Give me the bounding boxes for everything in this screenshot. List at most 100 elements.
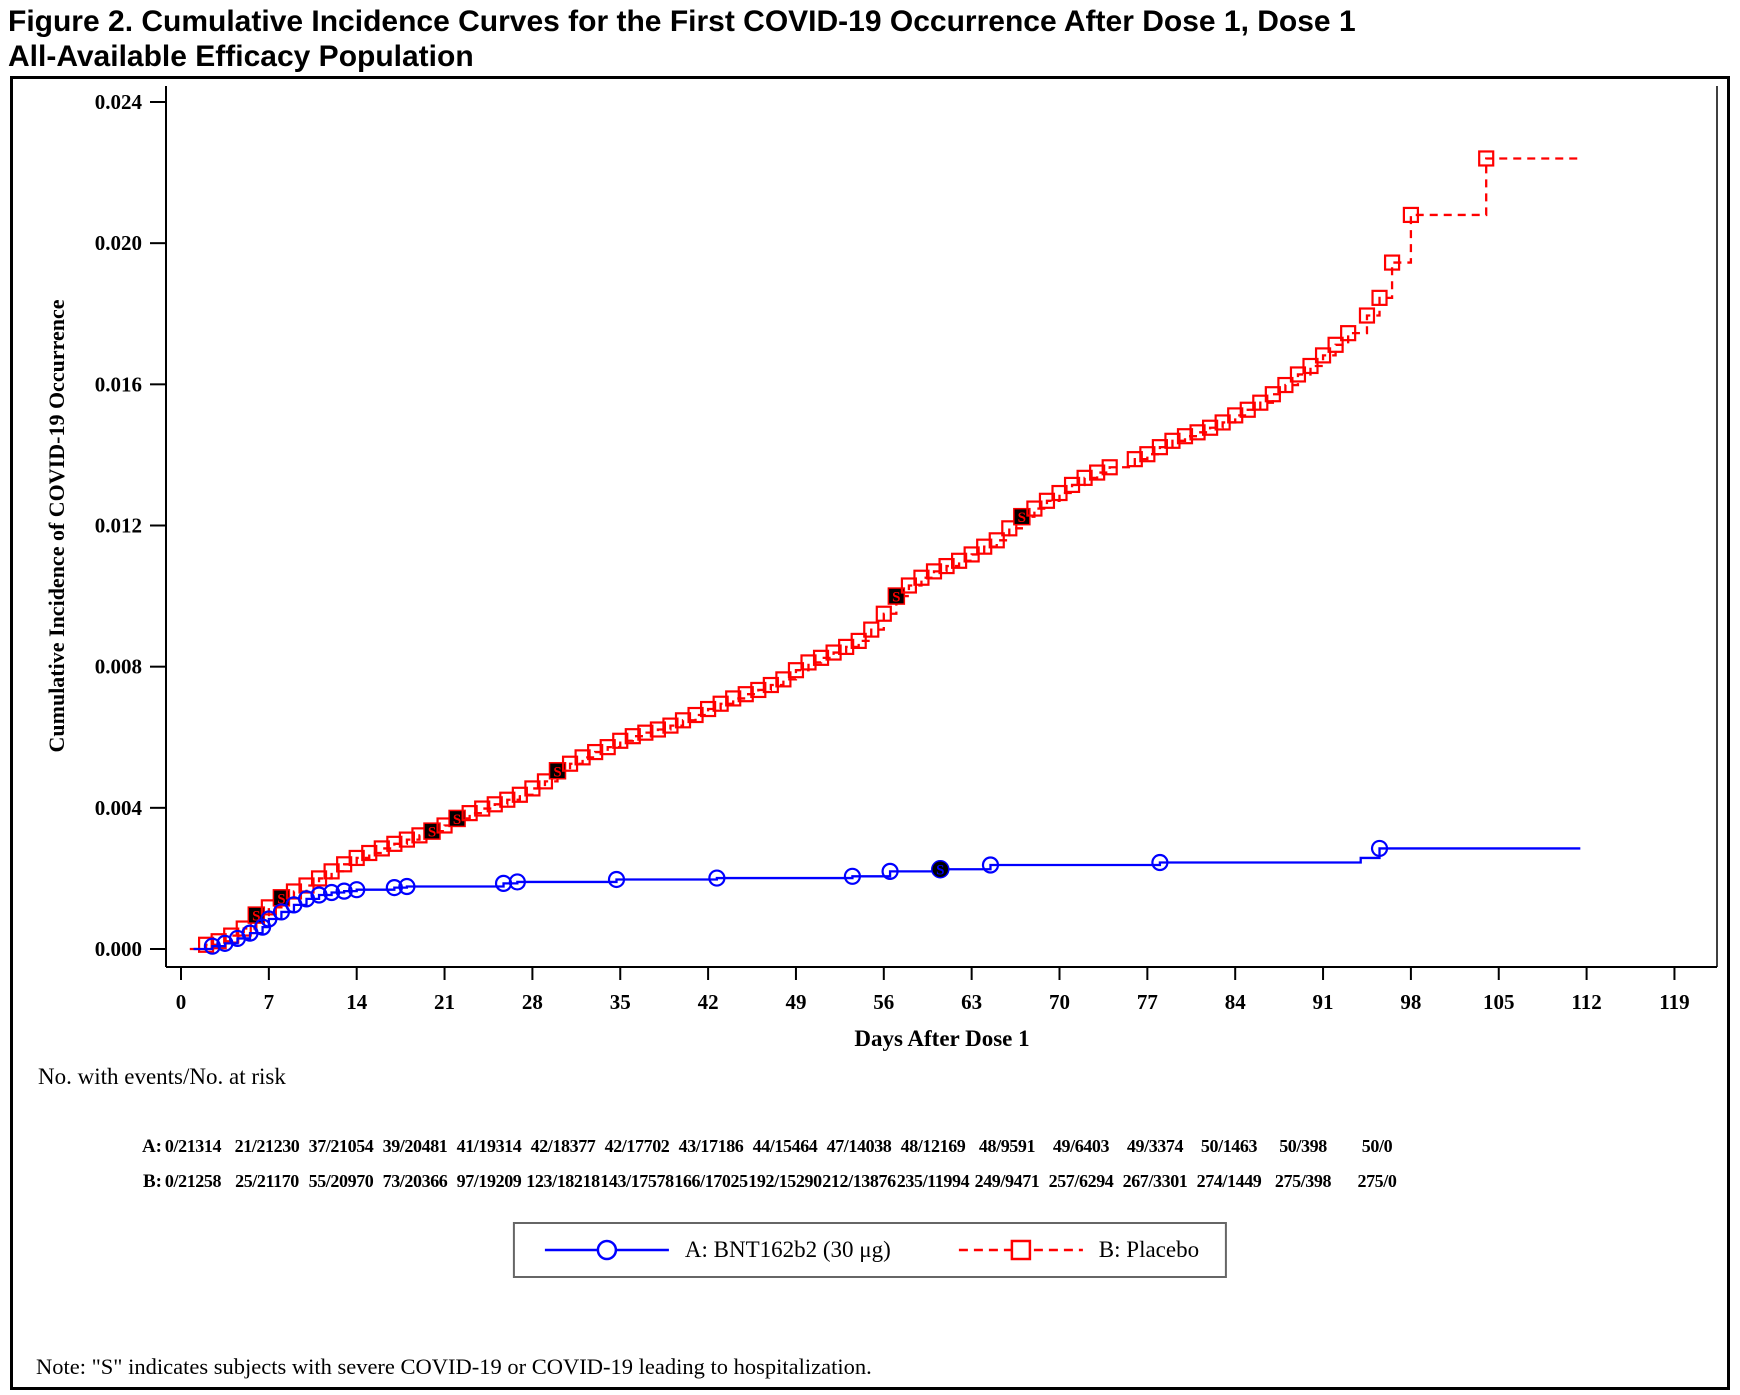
event-marker-square-icon — [1176, 428, 1194, 445]
event-marker-square-icon — [1340, 325, 1357, 342]
event-marker-square-icon — [386, 835, 403, 852]
event-marker-square-icon — [737, 686, 754, 703]
axes — [165, 86, 1718, 968]
legend-label-a: A: BNT162b2 (30 μg) — [684, 1237, 891, 1262]
y-tick-label: 0.024 — [95, 90, 143, 114]
risk-row-a: 0/21314 21/21230 37/21054 39/20481 41/19314 4… — [156, 1136, 1414, 1157]
event-marker-circle-icon — [508, 873, 526, 891]
event-marker-square-icon — [750, 681, 767, 699]
risk-cell: 249/9471 — [974, 1171, 1040, 1191]
event-marker-square-icon — [662, 717, 679, 734]
event-marker-square-icon — [812, 649, 830, 666]
x-tick-label: 42 — [698, 990, 719, 1014]
legend-sample-a — [544, 1239, 669, 1261]
risk-cell: 275/0 — [1357, 1171, 1397, 1191]
risk-cell: 235/11994 — [896, 1171, 970, 1191]
event-marker-circle-icon — [981, 856, 1000, 874]
risk-cell: 274/1449 — [1196, 1171, 1262, 1191]
event-marker-square-icon — [1277, 376, 1294, 394]
risk-cell: 166/17025 — [674, 1171, 748, 1191]
risk-cell: 275/398 — [1274, 1171, 1332, 1191]
x-tick-label: 84 — [1225, 990, 1247, 1014]
event-marker-square-icon — [712, 695, 729, 712]
event-marker-square-icon — [925, 563, 943, 580]
event-marker-square-icon — [1264, 386, 1281, 403]
x-tick-label: 98 — [1400, 990, 1421, 1014]
event-marker-square-icon — [1189, 424, 1206, 441]
event-marker-circle-icon — [310, 886, 328, 904]
event-marker-circle-icon — [335, 882, 353, 900]
severe-event-s-label: S — [553, 764, 561, 780]
risk-cell: 42/18377 — [530, 1136, 596, 1156]
event-marker-circle-icon — [348, 881, 366, 899]
event-marker-circle-icon — [1370, 839, 1389, 858]
y-tick-label: 0.016 — [95, 372, 142, 396]
event-marker-square-icon — [612, 732, 629, 749]
x-tick-label: 119 — [1659, 990, 1689, 1014]
event-marker-square-icon — [373, 840, 390, 857]
series-bnt162b2: S — [193, 839, 1581, 955]
event-marker-square-icon — [825, 644, 842, 661]
x-tick-label: 91 — [1313, 990, 1334, 1014]
risk-table-caption: No. with events/No. at risk — [38, 1064, 286, 1089]
severe-event-marker-icon — [1013, 507, 1031, 526]
risk-cell: 39/20481 — [382, 1136, 448, 1156]
event-marker-square-icon — [461, 805, 478, 822]
risk-cell: 50/398 — [1279, 1136, 1327, 1156]
event-marker-square-icon — [938, 557, 955, 575]
severe-event-s-label: S — [892, 590, 900, 606]
y-axis-title: Cumulative Incidence of COVID-19 Occurre… — [44, 299, 69, 752]
risk-cell: 37/21054 — [308, 1136, 374, 1156]
risk-cell: 50/1463 — [1200, 1136, 1258, 1156]
event-marker-square-icon — [536, 773, 554, 790]
legend-sample-b — [958, 1239, 1083, 1261]
severe-event-s-label: S — [936, 863, 944, 879]
x-tick-label: 112 — [1571, 990, 1601, 1014]
event-marker-circle-icon — [607, 870, 626, 889]
risk-cell: 97/19209 — [456, 1171, 522, 1191]
footnotes: Note: "S" indicates subjects with severe… — [36, 1280, 1696, 1395]
event-marker-circle-icon — [708, 869, 726, 887]
event-marker-square-icon — [674, 712, 692, 729]
severe-event-s-label: S — [277, 891, 285, 907]
risk-cell: 123/18218 — [526, 1171, 600, 1191]
risk-cell: 0/21258 — [164, 1171, 222, 1191]
event-marker-square-icon — [863, 621, 880, 638]
event-marker-square-icon — [574, 749, 591, 766]
event-marker-square-icon — [1289, 366, 1307, 383]
severe-event-s-label: S — [428, 825, 436, 841]
y-tick-label: 0.004 — [95, 796, 143, 820]
event-marker-circle-icon — [297, 890, 316, 908]
event-marker-square-icon — [1227, 407, 1244, 424]
severe-event-s-label: S — [453, 812, 461, 828]
risk-cell: 73/20366 — [382, 1171, 448, 1191]
event-marker-square-icon — [699, 700, 717, 718]
figure-title: Figure 2. Cumulative Incidence Curves fo… — [8, 4, 1708, 74]
legend-circle-marker-icon — [596, 1239, 618, 1261]
risk-cell: 48/9591 — [978, 1136, 1036, 1156]
event-marker-square-icon — [800, 654, 817, 671]
x-tick-label: 49 — [785, 990, 806, 1014]
event-marker-square-icon — [1314, 347, 1332, 364]
event-marker-square-icon — [1051, 484, 1068, 502]
risk-cell: 42/17702 — [604, 1136, 670, 1156]
figure-border-box — [10, 76, 1730, 1390]
event-marker-circle-icon — [398, 877, 416, 896]
event-marker-square-icon — [486, 796, 503, 813]
x-tick-label: 21 — [434, 990, 455, 1014]
event-marker-square-icon — [649, 721, 667, 738]
risk-cell: 143/17578 — [600, 1171, 674, 1191]
event-marker-circle-icon — [203, 937, 221, 955]
event-marker-square-icon — [1327, 336, 1344, 353]
risk-cell: 257/6294 — [1048, 1171, 1114, 1191]
risk-cell: 21/21230 — [234, 1136, 300, 1156]
x-tick-label: 105 — [1483, 990, 1515, 1014]
plot-svg: 0.000 0.004 0.008 0.012 0.016 0.020 0.024 0 7 14 2… — [44, 86, 1718, 1051]
x-axis-ticks: 0 7 14 21 28 35 42 49 56 63 70 77 84 91 98 105 112 119 — [176, 967, 1690, 1014]
risk-cell: 50/0 — [1361, 1136, 1393, 1156]
event-marker-square-icon — [988, 532, 1005, 549]
risk-cell: 212/13876 — [822, 1171, 896, 1191]
series-placebo: S S S S S S S — [189, 150, 1581, 953]
event-marker-square-icon — [1101, 459, 1118, 476]
event-marker-square-icon — [1302, 357, 1319, 375]
